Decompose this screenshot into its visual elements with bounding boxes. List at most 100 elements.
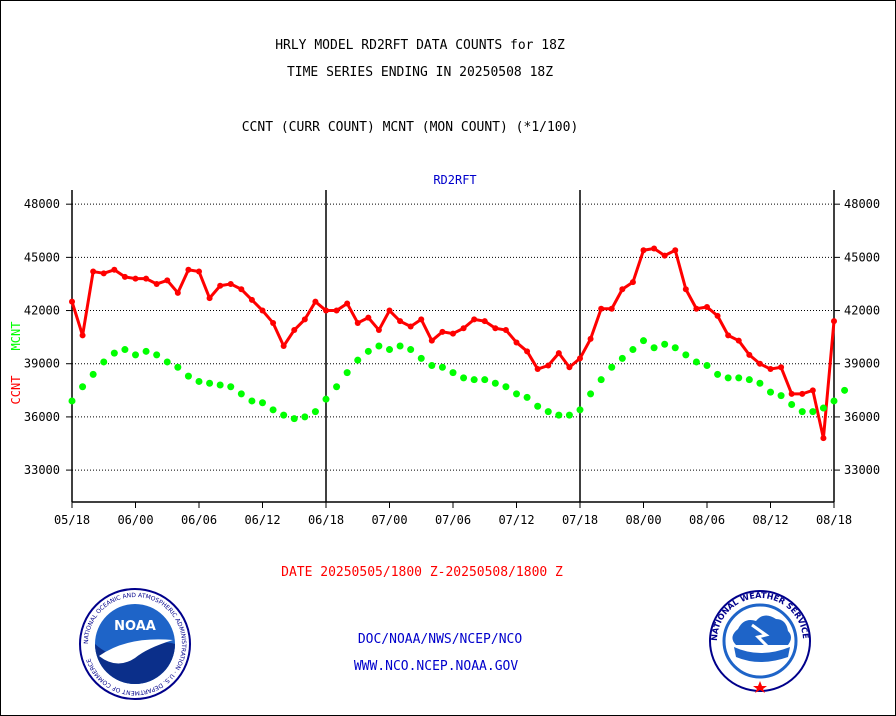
mcnt-point [513, 390, 520, 398]
mcnt-point [174, 363, 182, 371]
ccnt-point [577, 355, 583, 362]
mcnt-point [153, 351, 161, 359]
mcnt-point [714, 370, 722, 378]
mcnt-point [671, 344, 679, 352]
chart-title: HRLY MODEL RD2RFT DATA COUNTS for 18Z [275, 38, 565, 53]
mcnt-point [661, 340, 669, 348]
ccnt-point [799, 390, 806, 397]
mcnt-point [692, 358, 700, 366]
ccnt-point [513, 339, 520, 346]
ccnt-point [111, 266, 118, 273]
y-tick-label-right: 42000 [844, 304, 880, 318]
y-tick-label-left: 39000 [24, 357, 60, 371]
ccnt-point [524, 348, 531, 355]
ccnt-point [270, 319, 277, 326]
mcnt-point [809, 408, 817, 416]
ccnt-point [481, 318, 488, 325]
ccnt-point [629, 279, 636, 286]
ccnt-point [746, 351, 753, 358]
mcnt-point [735, 374, 743, 382]
y-tick-label-left: 33000 [24, 463, 60, 477]
ccnt-point [704, 304, 710, 310]
mcnt-point [68, 397, 76, 405]
ccnt-point [354, 319, 361, 326]
ccnt-point [492, 325, 499, 332]
mcnt-point [597, 376, 605, 384]
mcnt-point [523, 393, 531, 401]
mcnt-point [534, 402, 542, 410]
ccnt-point [682, 286, 689, 293]
ccnt-point [386, 307, 393, 314]
x-tick-label: 08/18 [816, 513, 852, 527]
x-tick-label: 06/18 [308, 513, 344, 527]
y-tick-label-right: 48000 [844, 197, 880, 211]
plot-title: RD2RFT [433, 173, 476, 187]
ccnt-point [534, 366, 541, 373]
ccnt-point [143, 275, 150, 282]
mcnt-point [819, 404, 827, 412]
mcnt-point [470, 376, 478, 384]
ccnt-point [831, 318, 837, 325]
ccnt-point [640, 247, 647, 254]
ccnt-point [545, 362, 552, 369]
mcnt-point [280, 411, 288, 419]
ccnt-point [693, 305, 700, 312]
mcnt-point [650, 344, 658, 352]
ccnt-point [661, 252, 668, 259]
mcnt-point [89, 370, 97, 378]
ccnt-point [418, 316, 425, 323]
y-tick-label-left: 48000 [24, 197, 60, 211]
ccnt-point [735, 337, 742, 344]
ccnt-point [725, 332, 732, 339]
x-tick-label: 08/00 [625, 513, 661, 527]
ccnt-point [248, 296, 255, 303]
ccnt-point [619, 286, 626, 293]
time-series-line: TIME SERIES ENDING IN 20250508 18Z [286, 65, 554, 80]
ccnt-point [259, 307, 266, 314]
ccnt-series-line [70, 247, 836, 440]
ccnt-point [439, 328, 446, 335]
mcnt-point [756, 379, 764, 387]
ccnt-point [375, 327, 382, 334]
mcnt-point [100, 358, 108, 366]
ccnt-point [428, 337, 435, 344]
mcnt-point [629, 346, 637, 354]
y-tick-label-right: 36000 [844, 410, 880, 424]
y-tick-label-right: 33000 [844, 463, 880, 477]
mcnt-point [396, 342, 404, 350]
mcnt-point [184, 372, 192, 380]
mcnt-point [798, 408, 806, 416]
ccnt-point [471, 316, 478, 323]
mcnt-point [333, 383, 341, 391]
mcnt-point [460, 374, 468, 382]
mcnt-point [216, 381, 224, 389]
ccnt-point [608, 305, 615, 312]
y-tick-label-left: 36000 [24, 410, 60, 424]
mcnt-point [767, 388, 774, 396]
mcnt-point [386, 346, 393, 354]
ccnt-point [196, 268, 202, 275]
y-axis-label-mcnt: MCNT [9, 322, 23, 351]
mcnt-point [259, 399, 266, 407]
mcnt-point [248, 397, 256, 405]
ccnt-point [185, 266, 192, 273]
mcnt-point [311, 408, 319, 416]
ccnt-point [767, 366, 774, 373]
mcnt-point [777, 392, 785, 400]
mcnt-point [364, 347, 372, 355]
ccnt-point [756, 360, 763, 367]
website-link[interactable]: WWW.NCO.NCEP.NOAA.GOV [353, 659, 519, 674]
mcnt-point [745, 376, 753, 384]
x-tick-label: 07/12 [498, 513, 534, 527]
ccnt-point [174, 289, 181, 296]
ccnt-point [132, 275, 139, 282]
mcnt-point [618, 354, 626, 362]
ccnt-point [164, 277, 171, 284]
mcnt-point [608, 363, 616, 371]
mcnt-point [142, 347, 150, 355]
ccnt-point [502, 327, 509, 334]
mcnt-point [841, 386, 849, 394]
ccnt-point [587, 335, 594, 342]
mcnt-point [830, 397, 838, 405]
